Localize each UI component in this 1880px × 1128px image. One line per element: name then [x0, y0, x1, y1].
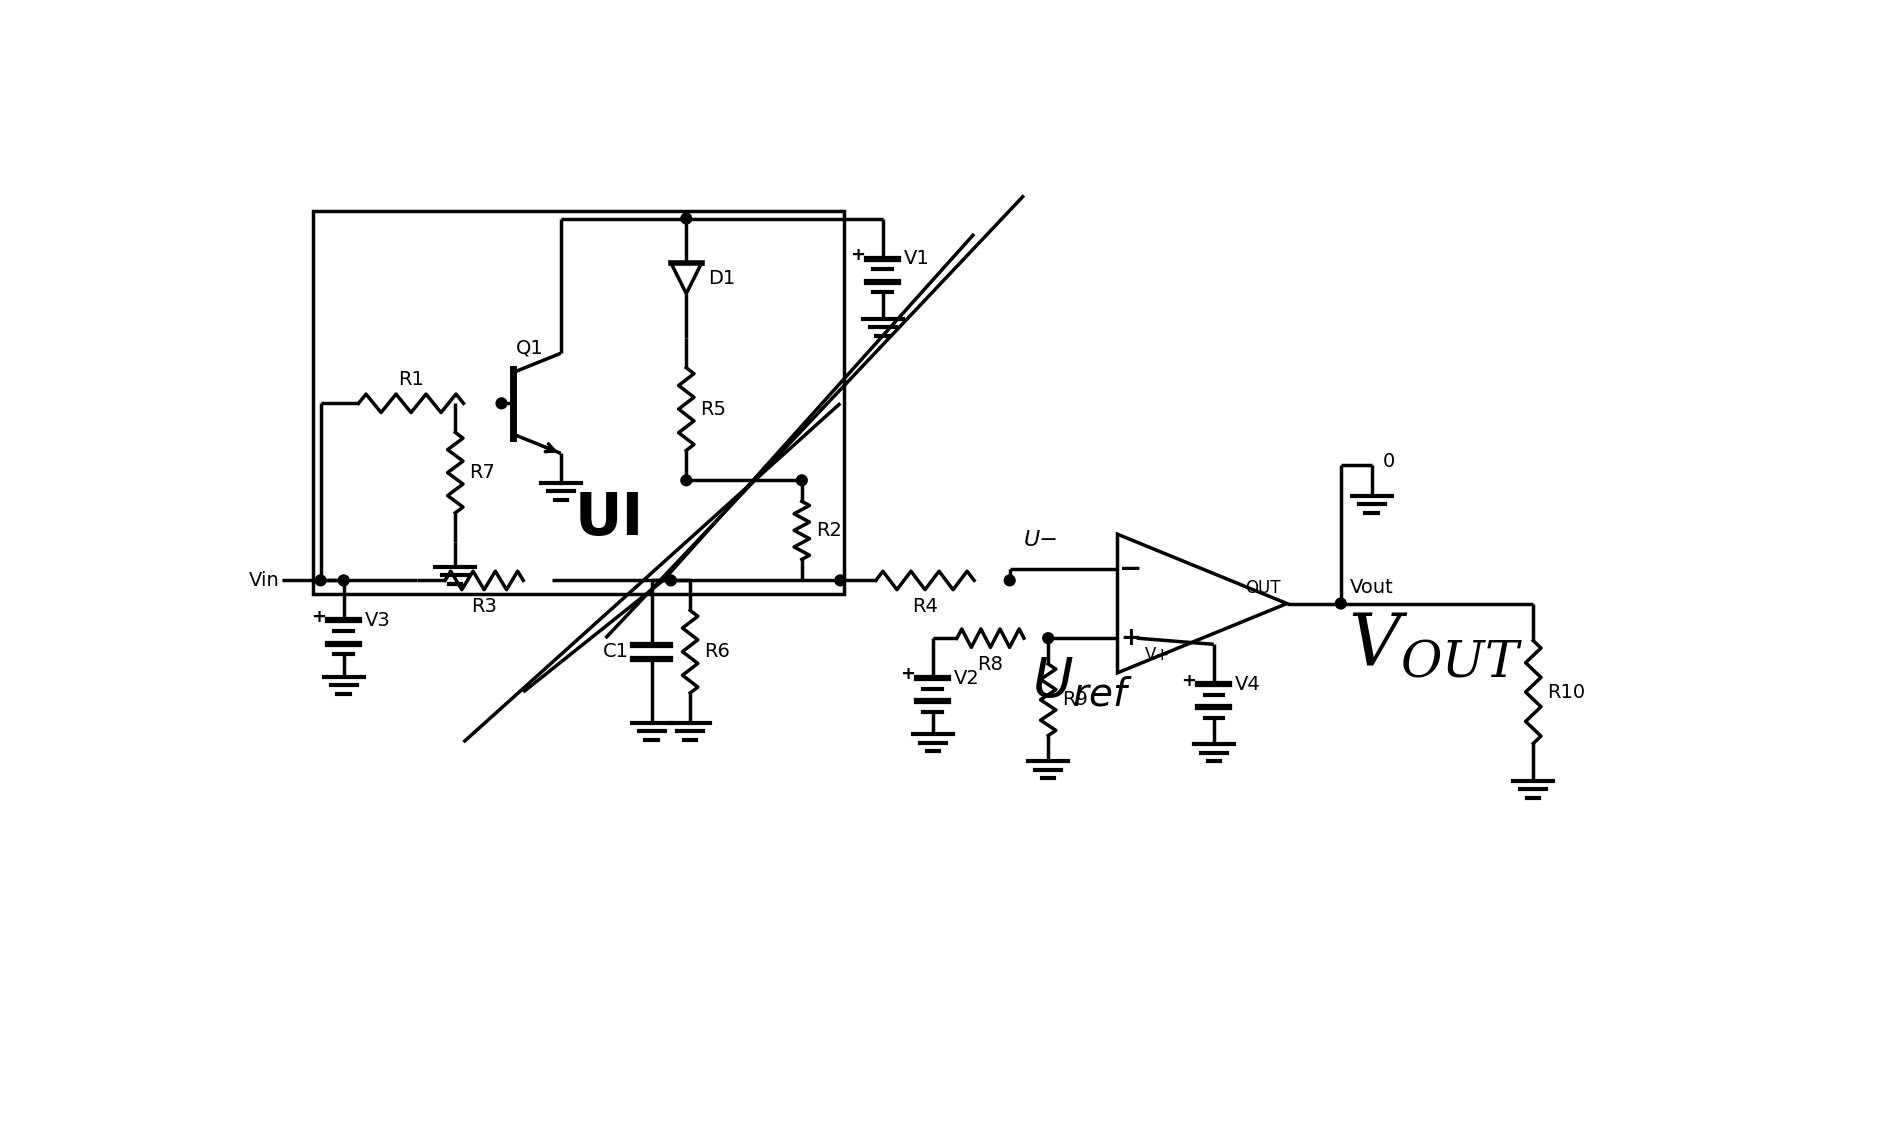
- Text: OUT: OUT: [1245, 580, 1280, 598]
- Text: C1: C1: [603, 642, 628, 661]
- Text: U−: U−: [1023, 530, 1058, 550]
- Circle shape: [1335, 598, 1346, 609]
- Bar: [312, 211, 844, 594]
- Text: R8: R8: [978, 655, 1004, 675]
- Text: Vin: Vin: [248, 571, 280, 590]
- Text: +: +: [901, 666, 916, 684]
- Text: Vout: Vout: [1350, 579, 1393, 598]
- Text: −: −: [1119, 555, 1143, 583]
- Text: R5: R5: [699, 399, 726, 418]
- Text: V2: V2: [955, 669, 979, 688]
- Text: 0: 0: [1384, 452, 1395, 472]
- Text: +: +: [312, 608, 327, 626]
- Text: R7: R7: [470, 464, 494, 482]
- Text: R3: R3: [472, 598, 496, 616]
- Text: R10: R10: [1547, 682, 1585, 702]
- Text: D1: D1: [709, 268, 735, 288]
- Circle shape: [681, 213, 692, 224]
- Text: +: +: [1120, 626, 1141, 650]
- Text: R4: R4: [912, 598, 938, 616]
- Circle shape: [1004, 575, 1015, 585]
- Text: UI: UI: [575, 491, 645, 547]
- Text: $U_{ref}$: $U_{ref}$: [1032, 653, 1134, 708]
- Text: V1: V1: [904, 249, 931, 268]
- Text: $V_{OUT}$: $V_{OUT}$: [1348, 609, 1523, 680]
- Circle shape: [797, 475, 807, 486]
- Circle shape: [681, 475, 692, 486]
- Text: V4: V4: [1235, 675, 1261, 694]
- Text: +: +: [850, 246, 865, 264]
- Circle shape: [835, 575, 846, 585]
- Text: V+: V+: [1145, 646, 1169, 664]
- Text: R6: R6: [703, 642, 729, 661]
- Circle shape: [338, 575, 350, 585]
- Text: +: +: [1183, 671, 1196, 689]
- Text: R9: R9: [1062, 690, 1089, 710]
- Text: V3: V3: [365, 611, 391, 629]
- Circle shape: [496, 398, 508, 408]
- Text: R2: R2: [816, 521, 842, 540]
- Circle shape: [1043, 633, 1053, 644]
- Circle shape: [666, 575, 677, 585]
- Text: Q1: Q1: [517, 338, 543, 358]
- Circle shape: [316, 575, 325, 585]
- Text: R1: R1: [399, 370, 425, 389]
